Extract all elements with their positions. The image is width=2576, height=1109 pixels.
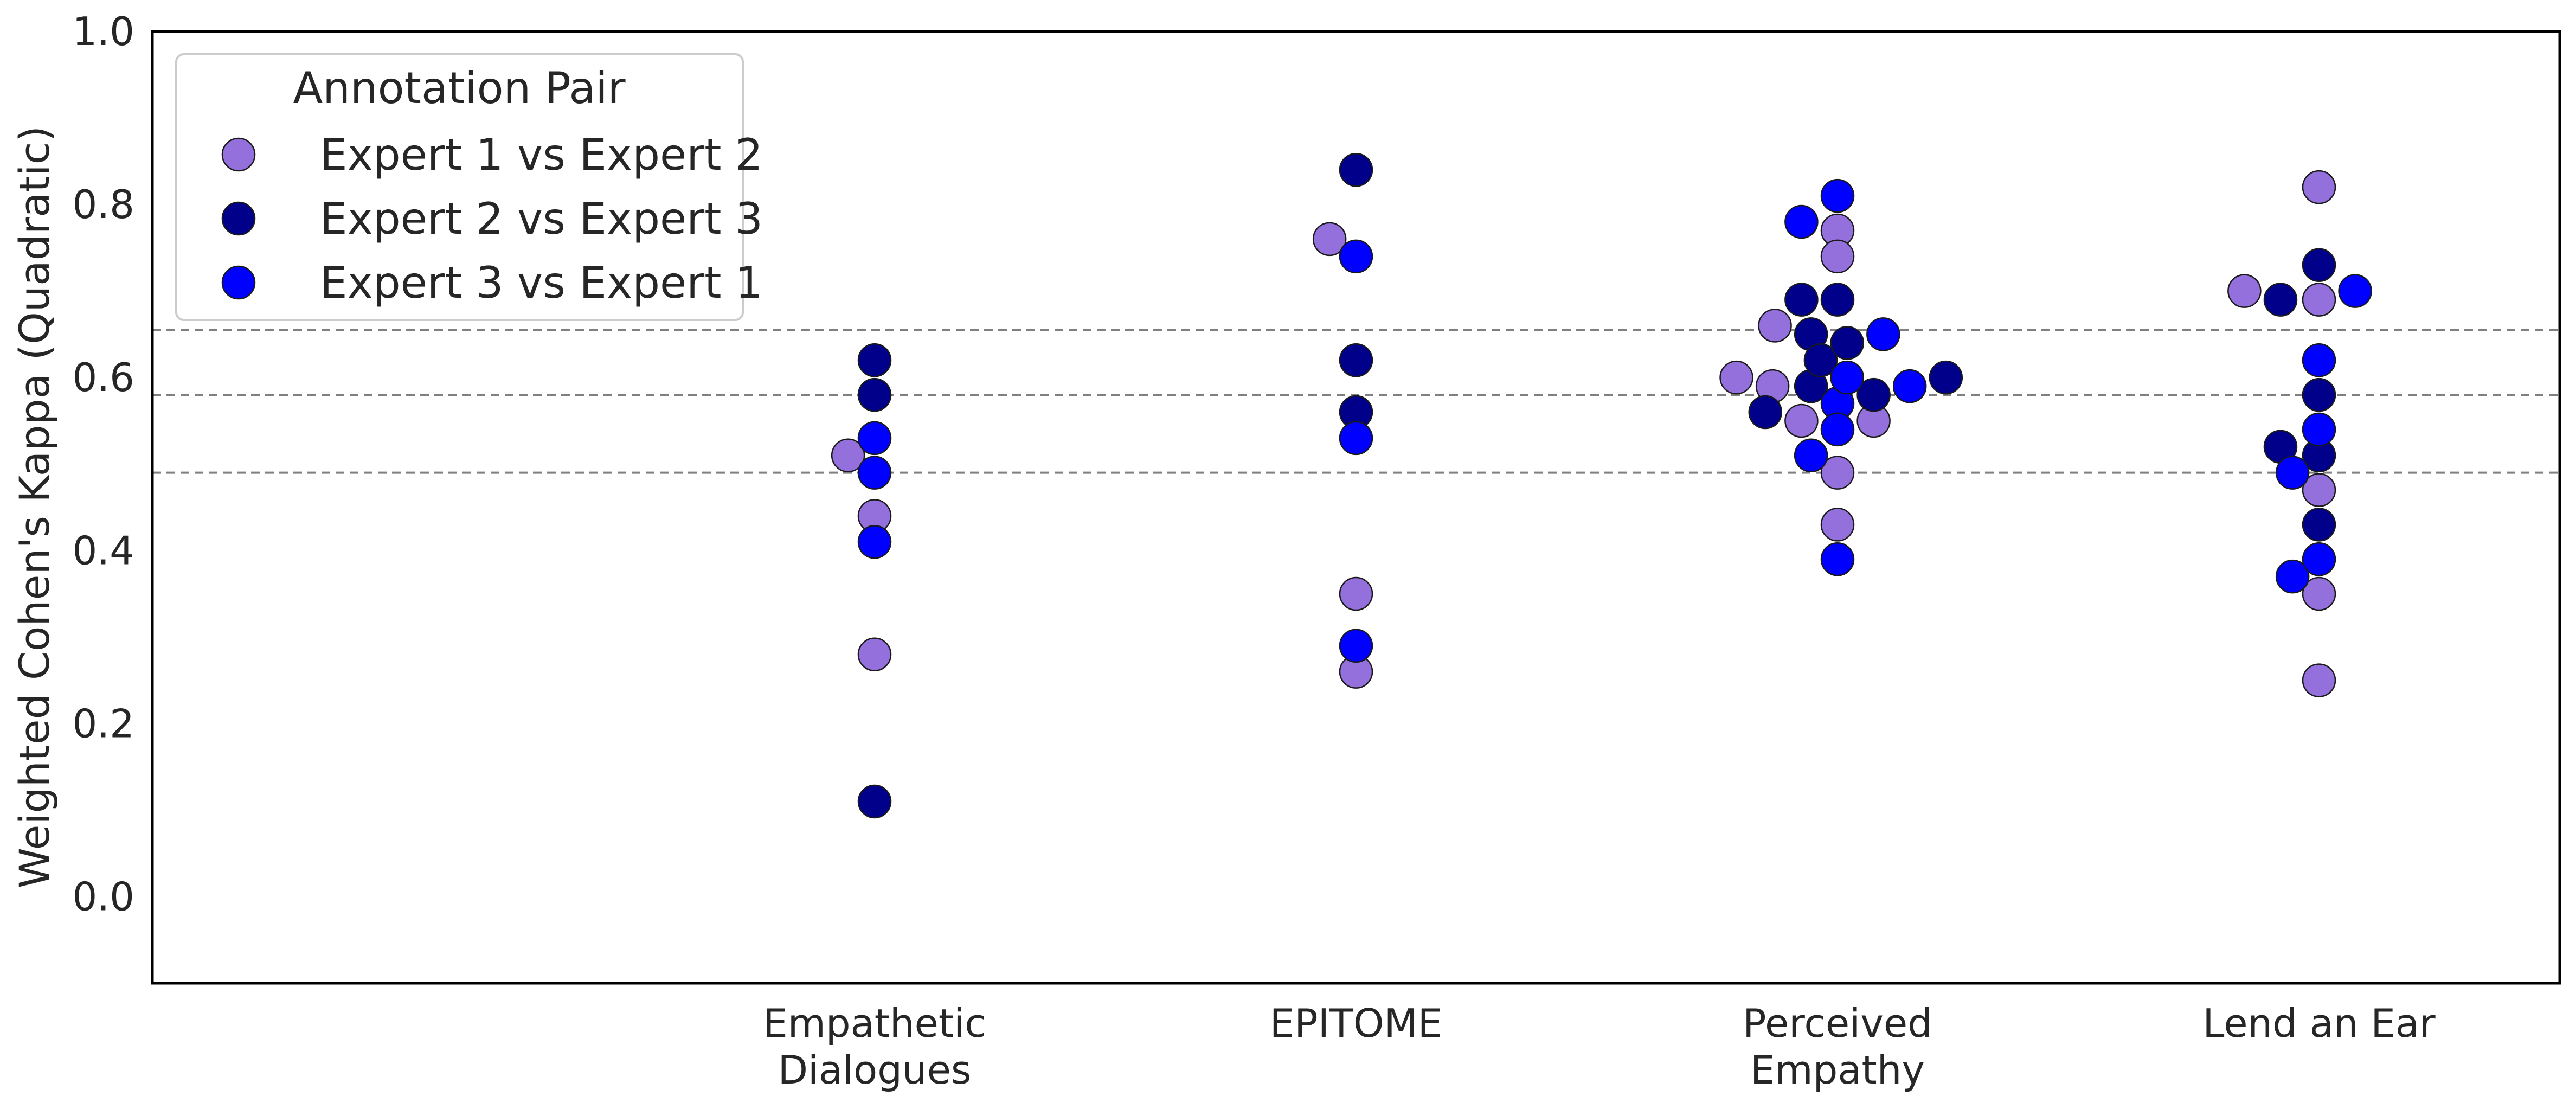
x-tick-label: EPITOME xyxy=(1270,1001,1442,1046)
data-point-series-1 xyxy=(1339,343,1373,377)
data-point-series-1 xyxy=(2302,377,2336,412)
x-tick-label: Lend an Ear xyxy=(2202,1001,2436,1046)
data-point-series-2 xyxy=(1820,178,1855,213)
data-point-series-0 xyxy=(1719,360,1753,395)
data-point-series-1 xyxy=(1929,360,1963,395)
data-point-series-0 xyxy=(1820,508,1855,542)
y-axis-title: Weighted Cohen's Kappa (Quadratic) xyxy=(10,126,59,888)
legend-label: Expert 1 vs Expert 2 xyxy=(320,130,763,180)
data-point-series-1 xyxy=(2302,508,2336,542)
y-axis-ticks: 0.0 0.2 0.4 0.6 0.8 1.0 xyxy=(72,9,134,919)
x-tick-label: Perceived xyxy=(1743,1001,1932,1046)
reference-lines xyxy=(152,329,2560,474)
data-point-series-1 xyxy=(857,377,892,412)
data-point-series-2 xyxy=(1339,239,1373,274)
data-point-series-2 xyxy=(2302,542,2336,576)
data-point-series-0 xyxy=(857,637,892,671)
data-point-series-0 xyxy=(2302,473,2336,507)
data-point-series-0 xyxy=(2302,283,2336,317)
data-point-series-0 xyxy=(2302,576,2336,611)
legend: Annotation Pair Expert 1 vs Expert 2Expe… xyxy=(175,53,763,321)
x-tick-label-line2: Dialogues xyxy=(778,1047,972,1093)
data-points xyxy=(831,153,2372,819)
y-tick-label: 1.0 xyxy=(72,9,134,54)
data-point-series-1 xyxy=(1339,153,1373,187)
data-point-series-2 xyxy=(1339,629,1373,663)
plot-frame xyxy=(151,30,2561,985)
y-tick-label: 0.4 xyxy=(72,528,134,573)
legend-title: Annotation Pair xyxy=(293,63,626,113)
data-point-series-2 xyxy=(1892,369,1927,403)
legend-marker xyxy=(221,137,256,172)
y-tick-label: 0.6 xyxy=(72,355,134,400)
legend-marker xyxy=(221,265,256,300)
data-point-series-1 xyxy=(857,784,892,819)
data-point-series-2 xyxy=(2302,412,2336,447)
data-point-series-1 xyxy=(857,343,892,377)
data-point-series-2 xyxy=(1794,438,1828,473)
legend-label: Expert 2 vs Expert 3 xyxy=(320,194,763,244)
data-point-series-0 xyxy=(1312,222,1347,257)
x-tick-label-line2: Empathy xyxy=(1750,1047,1925,1093)
data-point-series-0 xyxy=(1820,239,1855,274)
data-point-series-0 xyxy=(831,438,865,473)
data-point-series-2 xyxy=(1784,204,1819,239)
data-point-series-2 xyxy=(2275,559,2310,594)
y-tick-label: 0.2 xyxy=(72,701,134,746)
data-point-series-0 xyxy=(2302,663,2336,697)
legend-marker xyxy=(221,201,256,236)
data-point-series-1 xyxy=(1803,343,1838,377)
data-point-series-0 xyxy=(1758,309,1792,343)
data-point-series-2 xyxy=(857,525,892,559)
data-point-series-0 xyxy=(1784,403,1819,438)
y-tick-label: 0.0 xyxy=(72,874,134,919)
data-point-series-2 xyxy=(1820,412,1855,447)
data-point-series-0 xyxy=(1820,456,1855,490)
data-point-series-1 xyxy=(1784,283,1819,317)
data-point-series-1 xyxy=(2302,248,2336,283)
data-point-series-2 xyxy=(857,456,892,490)
data-point-series-2 xyxy=(1866,317,1900,351)
data-point-series-0 xyxy=(2302,170,2336,204)
data-point-series-1 xyxy=(1830,326,1865,360)
data-point-series-2 xyxy=(2275,456,2310,490)
data-point-series-1 xyxy=(1856,377,1891,412)
data-point-series-1 xyxy=(1820,283,1855,317)
y-tick-label: 0.8 xyxy=(72,182,134,227)
data-point-series-1 xyxy=(1748,395,1783,430)
legend-label: Expert 3 vs Expert 1 xyxy=(320,258,763,308)
data-point-series-2 xyxy=(1830,360,1865,395)
x-tick-label: Empathetic xyxy=(763,1001,986,1046)
data-point-series-0 xyxy=(2227,274,2262,308)
data-point-series-1 xyxy=(2263,283,2298,317)
legend-frame xyxy=(175,53,744,321)
data-point-series-2 xyxy=(1339,421,1373,456)
data-point-series-2 xyxy=(2338,274,2372,308)
legend-entries: Expert 1 vs Expert 2 Expert 2 vs Expert 3… xyxy=(221,130,763,308)
data-point-series-2 xyxy=(2302,343,2336,377)
data-point-series-2 xyxy=(857,421,892,456)
data-point-series-2 xyxy=(1820,542,1855,576)
data-point-series-0 xyxy=(1339,576,1373,611)
